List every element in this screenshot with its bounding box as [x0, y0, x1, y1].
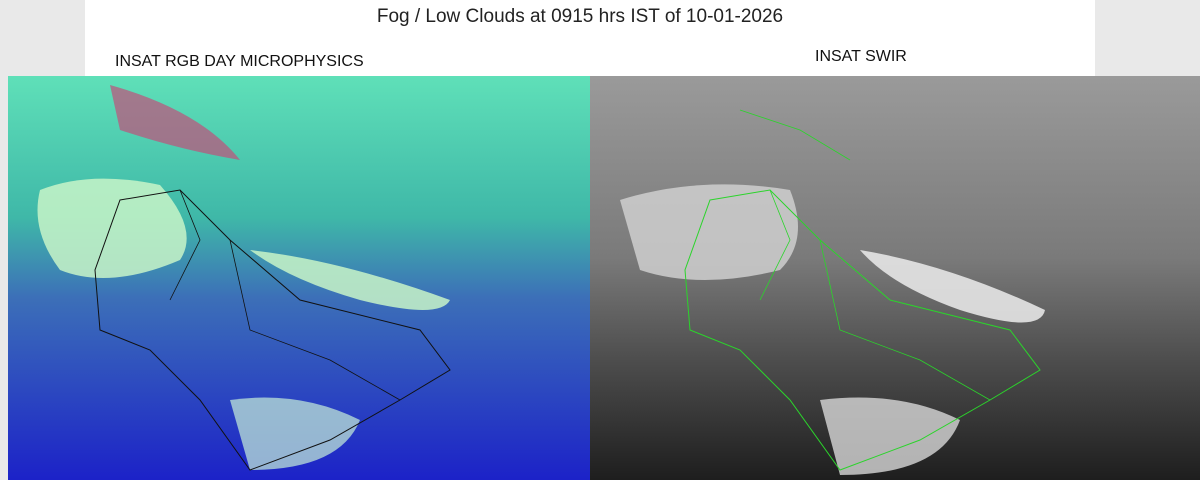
rgb-image: [8, 76, 590, 480]
swir-image: [590, 76, 1200, 480]
slide-title: Fog / Low Clouds at 0915 hrs IST of 10-0…: [376, 6, 784, 27]
panel-label: INSAT RGB DAY MICROPHYSICS: [115, 53, 364, 70]
panel-label: INSAT SWIR: [815, 48, 907, 65]
